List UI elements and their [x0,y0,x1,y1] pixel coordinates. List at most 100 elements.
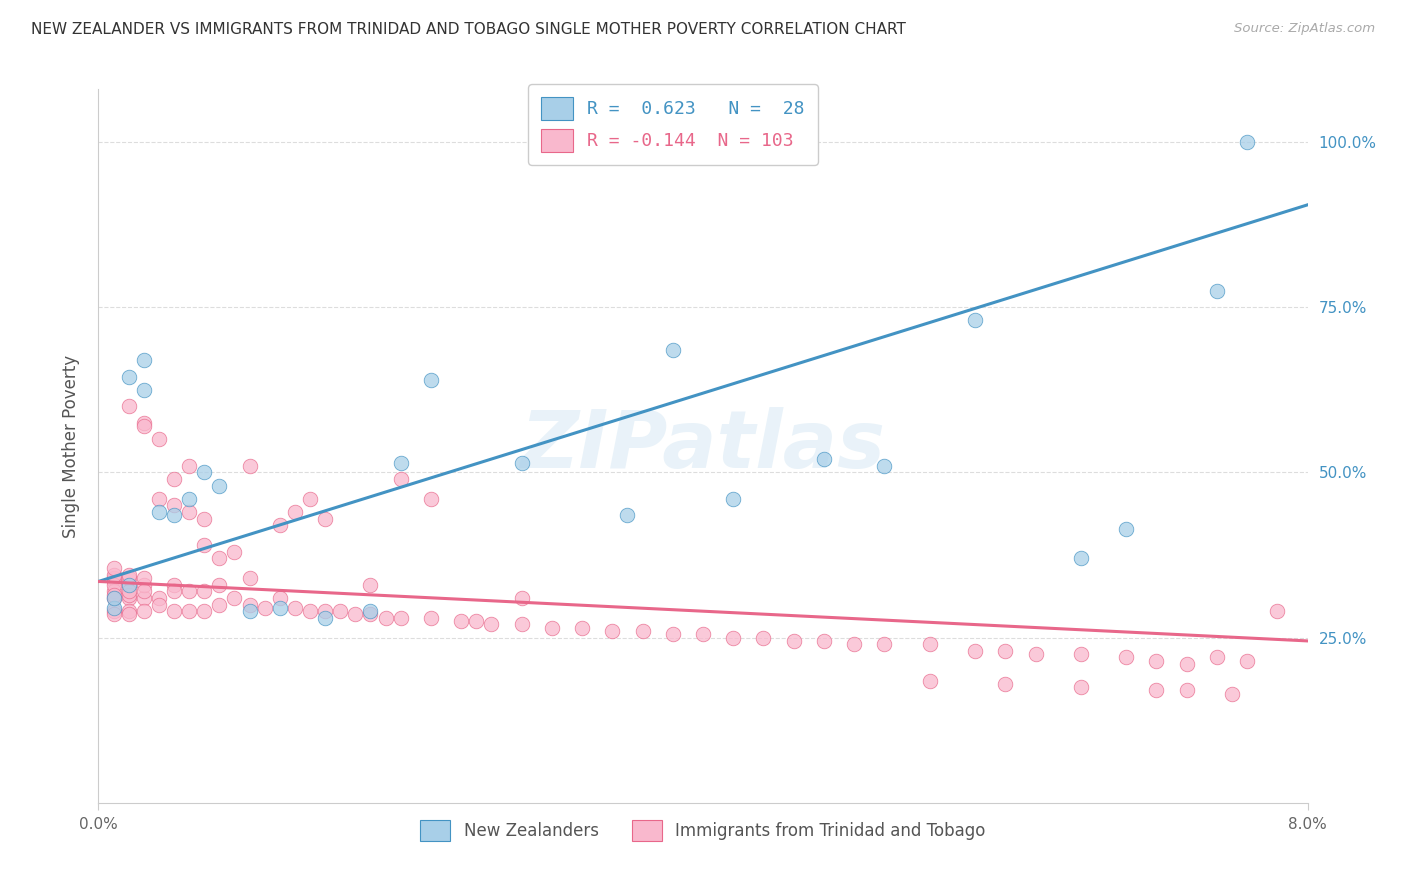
Point [314,611,336,625]
Point [360,604,382,618]
Point [269,518,291,533]
Point [193,604,215,618]
Point [163,499,186,513]
Point [103,561,125,575]
Point [132,419,155,434]
Point [1025,647,1047,661]
Point [420,491,443,506]
Point [118,369,141,384]
Point [239,598,262,612]
Point [360,607,382,622]
Point [1220,687,1243,701]
Point [1175,683,1198,698]
Point [1146,683,1168,698]
Point [965,313,987,327]
Point [103,574,125,589]
Point [965,644,987,658]
Point [239,604,262,618]
Point [179,584,201,599]
Point [163,578,186,592]
Point [193,538,215,552]
Point [269,591,291,605]
Point [163,508,186,523]
Point [602,624,624,638]
Point [783,634,806,648]
Point [571,621,593,635]
Point [132,604,155,618]
Point [1070,647,1092,661]
Point [163,584,186,599]
Point [1070,551,1092,566]
Point [193,511,215,525]
Point [723,631,745,645]
Point [510,591,533,605]
Text: Source: ZipAtlas.com: Source: ZipAtlas.com [1234,22,1375,36]
Point [103,588,125,602]
Point [873,458,896,473]
Point [661,343,683,358]
Point [103,591,125,605]
Point [314,511,336,525]
Point [420,611,443,625]
Point [163,472,186,486]
Point [389,611,412,625]
Point [103,591,125,605]
Point [103,607,125,622]
Point [208,598,231,612]
Point [844,637,866,651]
Point [118,584,141,599]
Point [1115,522,1137,536]
Point [208,551,231,566]
Point [918,637,941,651]
Point [1267,604,1289,618]
Point [148,491,170,506]
Point [510,456,533,470]
Point [1115,650,1137,665]
Point [510,617,533,632]
Point [179,505,201,519]
Point [118,604,141,618]
Point [616,508,638,523]
Point [118,607,141,622]
Point [132,578,155,592]
Point [344,607,367,622]
Point [299,604,322,618]
Point [994,644,1017,658]
Point [873,637,896,651]
Point [118,578,141,592]
Point [813,452,835,467]
Point [692,627,714,641]
Point [389,456,412,470]
Point [420,373,443,387]
Point [118,400,141,414]
Point [103,578,125,592]
Point [329,604,352,618]
Point [148,598,170,612]
Point [224,545,246,559]
Point [1146,654,1168,668]
Point [314,604,336,618]
Point [450,614,472,628]
Point [193,584,215,599]
Point [103,584,125,599]
Point [1236,135,1258,149]
Point [284,505,307,519]
Point [179,458,201,473]
Point [813,634,835,648]
Point [179,491,201,506]
Point [465,614,488,628]
Point [132,353,155,368]
Point [103,604,125,618]
Text: NEW ZEALANDER VS IMMIGRANTS FROM TRINIDAD AND TOBAGO SINGLE MOTHER POVERTY CORRE: NEW ZEALANDER VS IMMIGRANTS FROM TRINIDA… [31,22,905,37]
Point [631,624,654,638]
Point [132,571,155,585]
Point [1070,680,1092,694]
Point [193,466,215,480]
Point [224,591,246,605]
Legend: New Zealanders, Immigrants from Trinidad and Tobago: New Zealanders, Immigrants from Trinidad… [413,814,993,848]
Point [360,578,382,592]
Point [253,600,276,615]
Point [481,617,503,632]
Point [1206,284,1229,298]
Point [132,416,155,430]
